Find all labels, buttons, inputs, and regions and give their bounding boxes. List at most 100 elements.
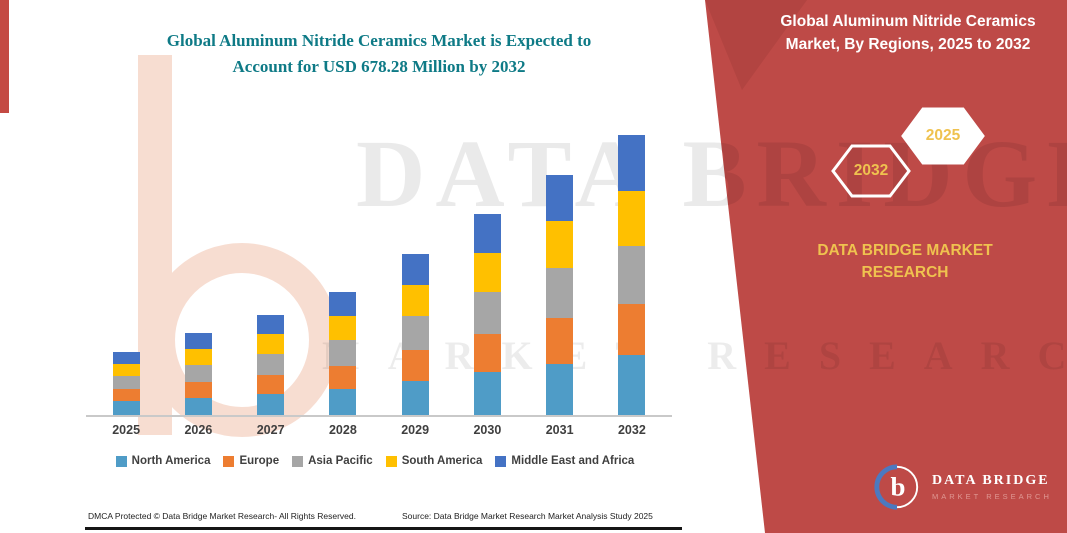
bar-column [90,130,162,415]
logo-subtitle: MARKET RESEARCH [932,492,1052,501]
svg-text:b: b [890,472,905,502]
bar-segment [112,363,140,377]
bar-segment [546,318,574,364]
bar-segment [401,316,429,351]
bar-segment [546,175,574,221]
bar-segment [184,348,212,365]
legend-item: Middle East and Africa [495,455,634,467]
legend-swatch-icon [223,455,235,467]
legend-label: Europe [239,455,280,467]
bar-segment [473,252,501,293]
bar-stack-2027 [257,314,285,415]
bar-segment [184,364,212,382]
bar-segment [112,376,140,390]
bar-stack-2032 [618,135,646,415]
banner-fold [705,0,807,90]
bar-segment [329,340,357,366]
bar-segment [257,393,285,415]
bar-column [307,130,379,415]
badge-2032-label: 2032 [853,162,889,179]
legend-swatch-icon [115,455,127,467]
x-axis-label: 2032 [617,423,646,437]
bar-segment [184,397,212,415]
bar-stack-2026 [184,332,212,415]
b-logo-watermark [138,55,339,437]
bar-stack-2025 [112,351,140,415]
bar-segment [473,372,501,415]
bar-segment [401,380,429,415]
chart-title: Global Aluminum Nitride Ceramics Market … [142,28,616,81]
bar-stack-2030 [473,214,501,415]
bar-segment [473,334,501,373]
plot-area [90,130,668,415]
x-axis-label: 2029 [401,423,430,437]
legend-item: Asia Pacific [292,455,373,467]
bar-segment [401,254,429,285]
bar-column [451,130,523,415]
bar-segment [473,214,501,253]
x-axis-label: 2031 [545,423,574,437]
bar-stack-2028 [329,292,357,415]
bar-segment [329,316,357,341]
legend-item: South America [385,455,483,467]
bar-column [524,130,596,415]
bar-segment [618,355,646,415]
bar-segment [329,292,357,317]
bar-stack-2031 [546,175,574,415]
hexagon-2025-icon [901,107,985,165]
legend-item: North America [115,455,211,467]
x-axis-line [86,415,672,417]
corner-logo: b DATA BRIDGE MARKET RESEARCH [872,462,1052,512]
bar-column [596,130,668,415]
bar-segment [184,332,212,349]
badge-2025-label: 2025 [925,127,961,144]
footer-source-text: Source: Data Bridge Market Research Mark… [402,511,653,521]
bar-segment [257,374,285,394]
bar-column [235,130,307,415]
data-bridge-logo-icon: b [874,464,919,510]
x-axis-label: 2030 [473,423,502,437]
legend-swatch-icon [385,455,397,467]
banner-brand-text: DATA BRIDGE MARKET RESEARCH [817,242,993,282]
bar-segment [546,268,574,319]
bar-segment [112,351,140,364]
bar-segment [112,389,140,402]
bar-segment [112,401,140,415]
banner-heading: Global Aluminum Nitride Ceramics Market,… [780,13,1036,54]
bar-segment [618,303,646,356]
watermark-market-research: MARKET RESEARCH [322,333,1067,378]
bar-segment [329,365,357,389]
legend-label: South America [401,455,483,467]
chart-title-line2: Account for USD 678.28 Million by 2032 [232,57,526,77]
legend-label: Asia Pacific [308,455,373,467]
bar-segment [257,333,285,354]
bar-stack-2029 [401,254,429,415]
bar-segment [184,382,212,398]
legend: North America Europe Asia Pacific South Ame… [70,455,680,467]
legend-label: Middle East and Africa [511,455,635,467]
bar-segment [401,285,429,317]
legend-label: North America [131,455,211,467]
bar-segment [401,350,429,381]
badge-2032: 2032 [830,142,912,200]
legend-swatch-icon [495,455,507,467]
x-axis-labels: 2025 2026 2027 2028 2029 2030 2031 2032 [90,423,668,437]
x-axis-label: 2026 [184,423,213,437]
bar-column [379,130,451,415]
chart-title-line1: Global Aluminum Nitride Ceramics Market … [166,31,592,50]
bar-segment [329,389,357,415]
left-edge-stripe [0,0,9,113]
legend-item: Europe [223,455,279,467]
badge-2025: 2025 [900,104,986,168]
bar-segment [618,135,646,191]
bar-segment [257,314,285,334]
bar-segment [546,363,574,415]
bar-segment [618,190,646,246]
x-axis-label: 2025 [112,423,141,437]
legend-swatch-icon [292,455,304,467]
bar-segment [257,353,285,375]
bar-segment [473,292,501,335]
logo-name: DATA BRIDGE [932,473,1050,488]
bar-segment [618,245,646,304]
